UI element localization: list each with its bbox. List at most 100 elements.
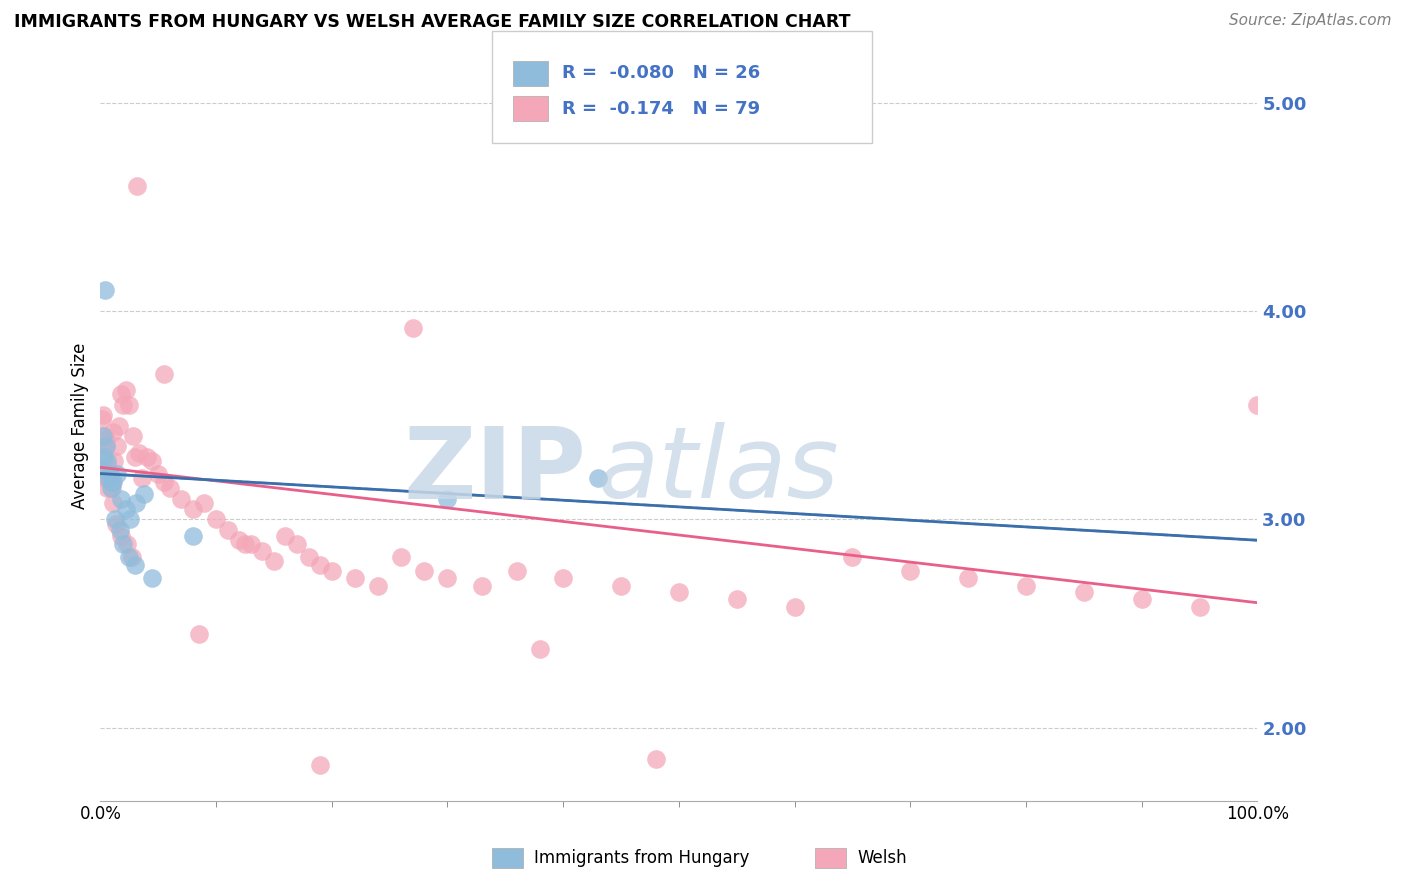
Point: [187, 627, 209, 641]
Point: [841, 549, 863, 564]
Point: [108, 523, 131, 537]
Point: [94, 434, 117, 448]
Point: [1188, 599, 1211, 614]
Point: [98, 467, 121, 481]
Point: [101, 481, 124, 495]
Point: [103, 454, 125, 468]
Point: [124, 450, 146, 464]
Text: R =  -0.174   N = 79: R = -0.174 N = 79: [562, 100, 761, 118]
Point: [725, 591, 748, 606]
Point: [141, 454, 163, 468]
Y-axis label: Average Family Size: Average Family Size: [72, 343, 89, 508]
Point: [239, 537, 262, 551]
Point: [898, 565, 921, 579]
Point: [100, 481, 122, 495]
Point: [141, 571, 163, 585]
Point: [114, 502, 136, 516]
Point: [1246, 398, 1268, 412]
Point: [94, 440, 117, 454]
Point: [112, 537, 135, 551]
Point: [957, 571, 980, 585]
Point: [104, 516, 127, 531]
Point: [506, 565, 529, 579]
Point: [110, 529, 132, 543]
Point: [553, 571, 575, 585]
Point: [135, 450, 157, 464]
Point: [94, 440, 117, 454]
Point: [90, 450, 112, 464]
Point: [586, 471, 609, 485]
Text: Source: ZipAtlas.com: Source: ZipAtlas.com: [1229, 13, 1392, 29]
Point: [436, 491, 458, 506]
Point: [644, 752, 666, 766]
Point: [118, 398, 141, 412]
Point: [91, 409, 114, 423]
Point: [367, 579, 389, 593]
Point: [309, 558, 332, 573]
Point: [181, 502, 204, 516]
Point: [91, 412, 114, 426]
Point: [252, 543, 274, 558]
Point: [285, 537, 308, 551]
Point: [94, 283, 117, 297]
Point: [93, 471, 115, 485]
Point: [114, 383, 136, 397]
Point: [110, 387, 132, 401]
Point: [96, 454, 118, 468]
Point: [529, 641, 551, 656]
Text: Immigrants from Hungary: Immigrants from Hungary: [534, 849, 749, 867]
Point: [90, 460, 112, 475]
Text: Welsh: Welsh: [858, 849, 907, 867]
Point: [193, 496, 215, 510]
Point: [205, 512, 228, 526]
Point: [112, 398, 135, 412]
Point: [298, 549, 321, 564]
Text: atlas: atlas: [598, 422, 839, 519]
Point: [159, 481, 181, 495]
Point: [98, 467, 121, 481]
Point: [274, 529, 297, 543]
Point: [309, 758, 332, 772]
Point: [91, 429, 114, 443]
Point: [1015, 579, 1038, 593]
Point: [125, 496, 148, 510]
Point: [120, 512, 142, 526]
Point: [105, 440, 128, 454]
Point: [127, 179, 149, 194]
Point: [668, 585, 690, 599]
Point: [121, 429, 143, 443]
Point: [94, 429, 117, 443]
Point: [153, 367, 176, 381]
Point: [93, 450, 115, 464]
Point: [108, 418, 131, 433]
Point: [101, 475, 124, 489]
Point: [101, 425, 124, 439]
Point: [233, 537, 256, 551]
Point: [343, 571, 366, 585]
Point: [128, 446, 150, 460]
Point: [1073, 585, 1095, 599]
Point: [104, 512, 127, 526]
Point: [115, 537, 138, 551]
Text: R =  -0.080   N = 26: R = -0.080 N = 26: [562, 64, 761, 82]
Point: [413, 565, 436, 579]
Point: [101, 475, 124, 489]
Text: IMMIGRANTS FROM HUNGARY VS WELSH AVERAGE FAMILY SIZE CORRELATION CHART: IMMIGRANTS FROM HUNGARY VS WELSH AVERAGE…: [14, 13, 851, 31]
Point: [121, 549, 143, 564]
Point: [321, 565, 343, 579]
Point: [124, 558, 146, 573]
Point: [131, 471, 153, 485]
Point: [101, 496, 124, 510]
Point: [91, 460, 114, 475]
Point: [1130, 591, 1153, 606]
Point: [263, 554, 285, 568]
Point: [97, 460, 120, 475]
Text: ZIP: ZIP: [404, 422, 586, 519]
Point: [783, 599, 806, 614]
Point: [105, 467, 128, 481]
Point: [100, 475, 122, 489]
Point: [610, 579, 633, 593]
Point: [181, 529, 204, 543]
Point: [471, 579, 494, 593]
Point: [153, 475, 176, 489]
